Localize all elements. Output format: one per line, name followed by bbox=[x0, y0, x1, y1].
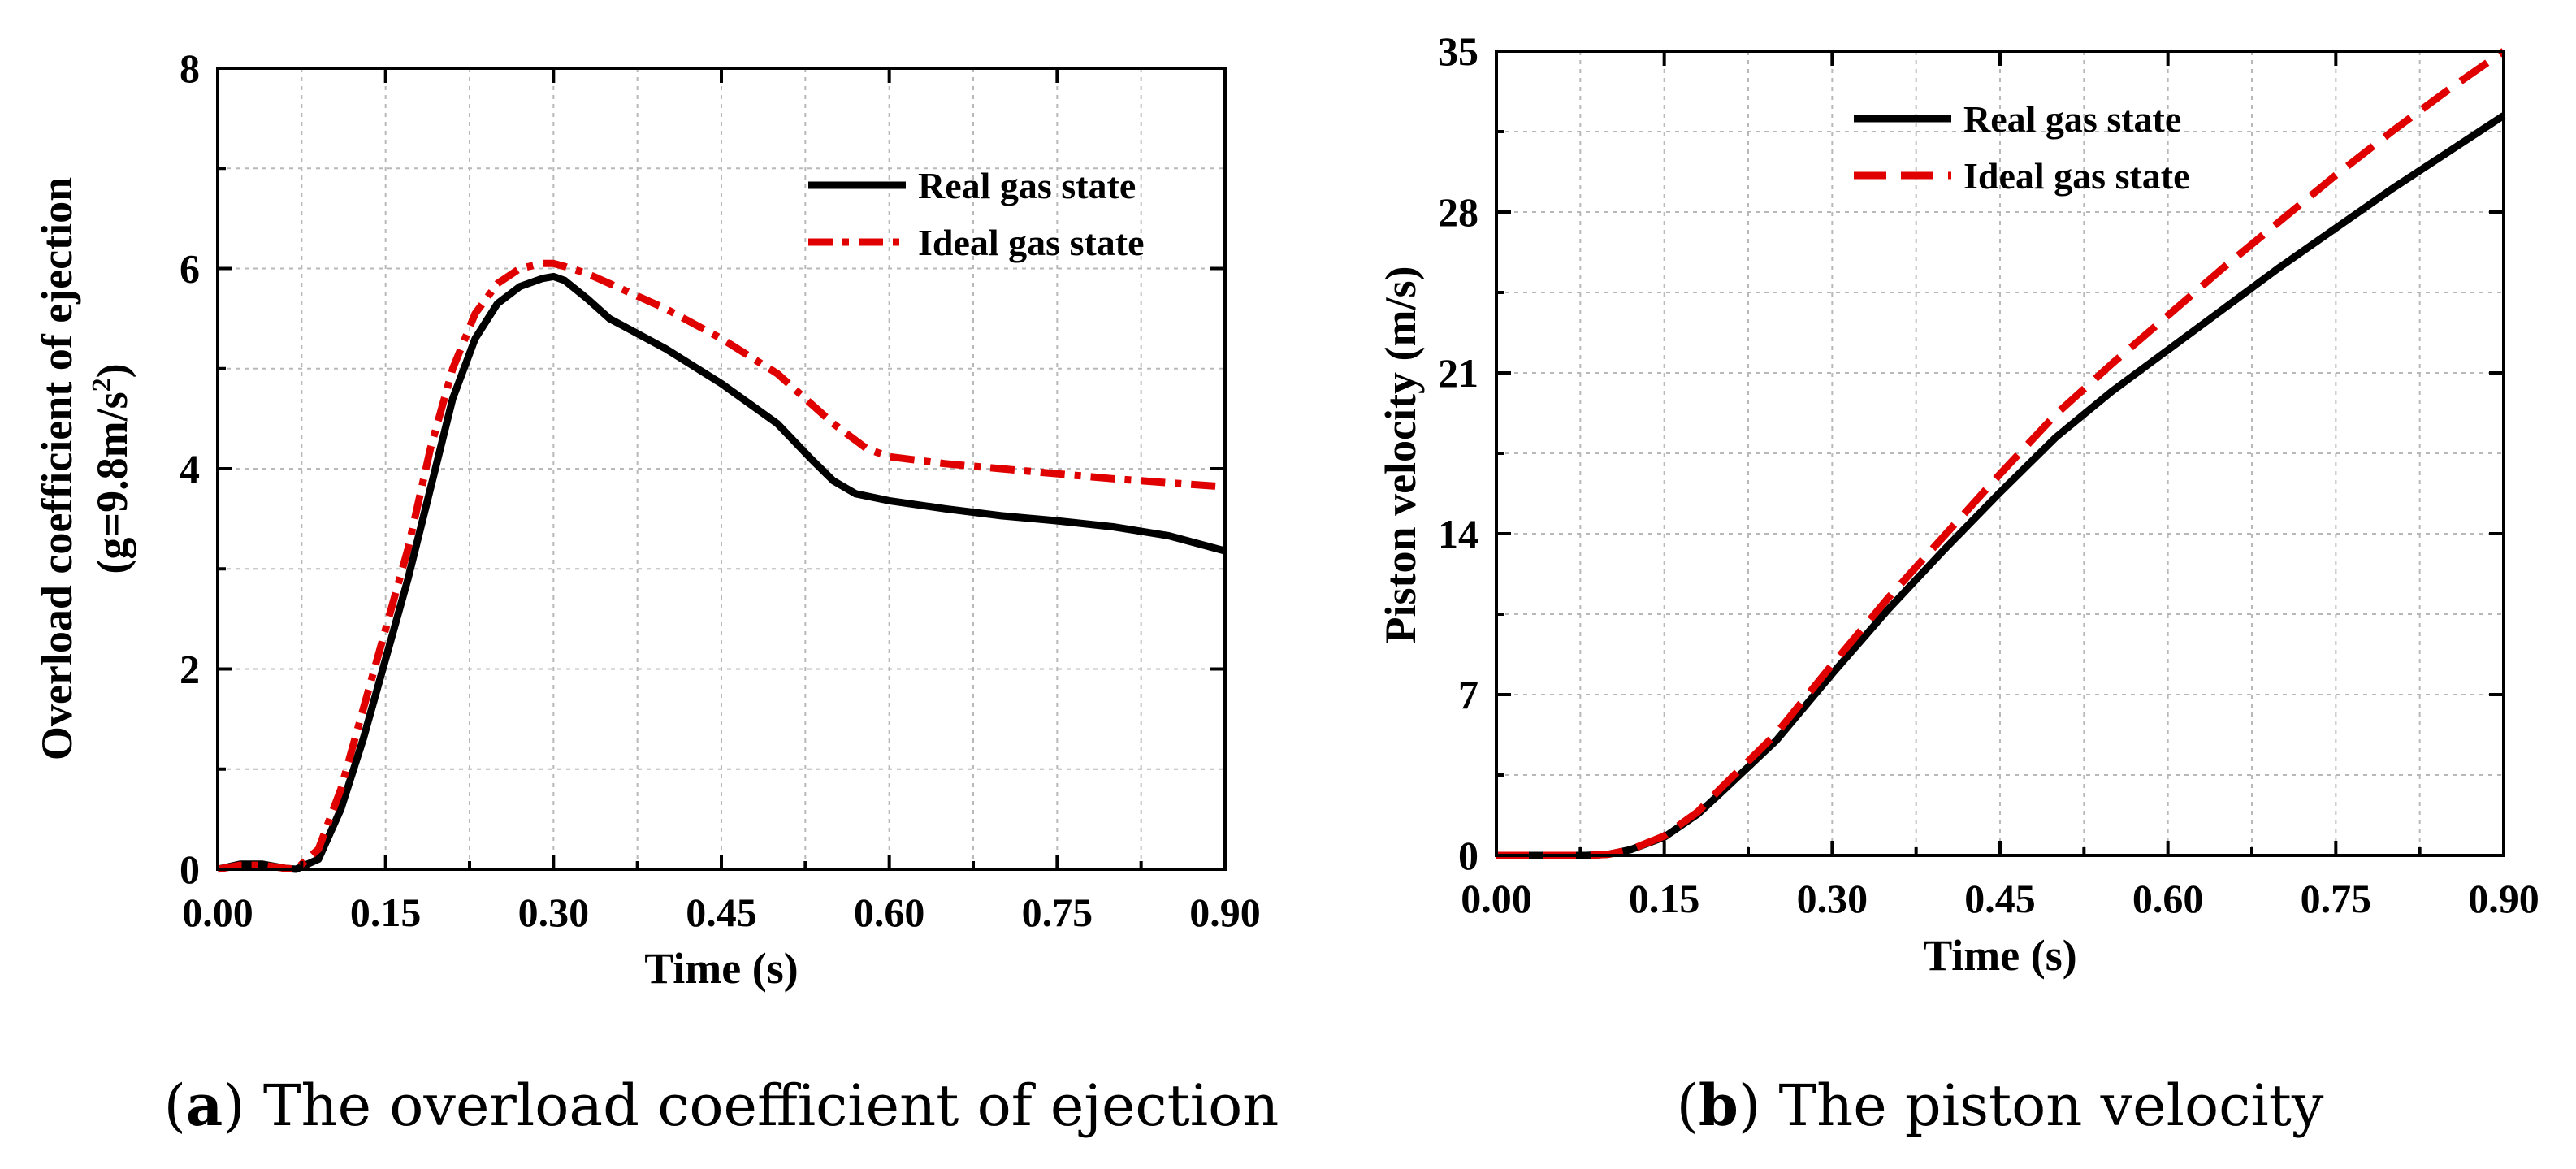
chart-a-y-tick-label: 0 bbox=[180, 846, 200, 892]
chart-b-series bbox=[1496, 48, 2506, 859]
chart-b-piston-velocity: 0.00 0.15 0.30 0.45 0.60 0.75 0.90 0714212835 … bbox=[1376, 28, 2539, 1139]
chart-b-series-ideal-gas-line bbox=[1496, 48, 2506, 859]
chart-a-x-tick-label: 0.75 bbox=[1022, 890, 1093, 935]
chart-a-y-axis-unit-prefix: (g=9.8m/s bbox=[88, 392, 136, 574]
chart-a-caption: (a) The overload coefficient of ejection bbox=[164, 1072, 1279, 1139]
chart-a-series-real-gas-line bbox=[217, 272, 1227, 873]
chart-a-x-tick-labels: 0.00 0.15 0.30 0.45 0.60 0.75 0.90 bbox=[182, 890, 1261, 935]
chart-a-y-tick-labels: 0 2 4 6 8 bbox=[180, 45, 200, 892]
chart-b-caption-text: The piston velocity bbox=[1778, 1072, 2323, 1139]
chart-b-y-tick-label: 7 bbox=[1458, 672, 1478, 717]
chart-a-legend-label-ideal: Ideal gas state bbox=[918, 222, 1145, 263]
chart-a-y-axis-unit-superscript: 2 bbox=[87, 378, 117, 392]
chart-a-legend: Real gas state Ideal gas state bbox=[808, 165, 1145, 263]
chart-a-x-tick-label: 0.45 bbox=[686, 890, 757, 935]
chart-a-y-tick-label: 4 bbox=[180, 446, 200, 491]
chart-b-y-tick-label: 14 bbox=[1438, 511, 1478, 556]
chart-b-caption-open-paren: ( bbox=[1677, 1072, 1699, 1139]
chart-a-series-ideal-gas-line bbox=[217, 259, 1226, 873]
chart-b-caption-close-paren: ) bbox=[1738, 1072, 1779, 1139]
chart-a-ticks bbox=[216, 67, 1227, 871]
chart-b-x-tick-label: 0.75 bbox=[2301, 876, 2372, 921]
chart-b-legend: Real gas state Ideal gas state bbox=[1854, 98, 2190, 197]
chart-b-legend-label-real: Real gas state bbox=[1963, 98, 2181, 140]
chart-a-y-axis-title-line2: (g=9.8m/s2) bbox=[87, 363, 136, 574]
chart-a-grid bbox=[218, 68, 1225, 869]
chart-b-x-tick-labels: 0.00 0.15 0.30 0.45 0.60 0.75 0.90 bbox=[1461, 876, 2539, 921]
chart-a-legend-label-real: Real gas state bbox=[918, 165, 1136, 206]
chart-b-x-axis-title: Time (s) bbox=[1923, 931, 2076, 980]
chart-a-y-tick-label: 2 bbox=[180, 647, 200, 692]
chart-b-y-axis-title: Piston velocity (m/s) bbox=[1376, 266, 1425, 644]
chart-b-x-tick-label: 0.45 bbox=[1964, 876, 2036, 921]
chart-a-y-tick-label: 6 bbox=[180, 246, 200, 292]
chart-a-x-tick-label: 0.30 bbox=[518, 890, 590, 935]
chart-a-x-tick-label: 0.00 bbox=[182, 890, 253, 935]
chart-b-x-tick-label: 0.90 bbox=[2468, 876, 2539, 921]
chart-a-x-tick-label: 0.15 bbox=[350, 890, 422, 935]
chart-b-caption: (b) The piston velocity bbox=[1677, 1072, 2324, 1139]
chart-a-y-axis-title-line1: Overload coefficient of ejection bbox=[32, 177, 81, 760]
chart-b-y-tick-label: 0 bbox=[1458, 833, 1478, 878]
chart-a-y-tick-label: 8 bbox=[180, 45, 200, 91]
chart-b-series-real-gas-line bbox=[1496, 112, 2506, 859]
chart-b-ticks bbox=[1495, 50, 2505, 857]
chart-b-y-tick-labels: 0 7 14 21 28 35 bbox=[1438, 28, 1478, 878]
chart-a-caption-text: The overload coefficient of ejection bbox=[263, 1072, 1279, 1139]
chart-b-x-tick-label: 0.00 bbox=[1461, 876, 1532, 921]
chart-b-y-tick-label: 35 bbox=[1438, 28, 1478, 74]
chart-b-y-tick-label: 21 bbox=[1438, 350, 1478, 396]
chart-a-series bbox=[217, 259, 1227, 873]
chart-a-y-axis-unit-suffix: ) bbox=[88, 363, 136, 378]
chart-a-x-tick-label: 0.90 bbox=[1189, 890, 1261, 935]
chart-a-caption-open-paren: ( bbox=[164, 1072, 186, 1139]
chart-b-x-tick-label: 0.15 bbox=[1629, 876, 1700, 921]
chart-a-x-axis-title: Time (s) bbox=[644, 944, 798, 993]
chart-b-x-tick-label: 0.60 bbox=[2132, 876, 2204, 921]
chart-b-legend-label-ideal: Ideal gas state bbox=[1963, 155, 2190, 197]
chart-b-grid bbox=[1496, 51, 2504, 855]
chart-a-caption-letter: a bbox=[186, 1072, 223, 1139]
chart-b-caption-letter: b bbox=[1699, 1072, 1738, 1139]
chart-b-x-tick-label: 0.30 bbox=[1797, 876, 1868, 921]
chart-a-overload: 0.00 0.15 0.30 0.45 0.60 0.75 0.90 0 2 4 6 8 Time … bbox=[32, 45, 1279, 1139]
chart-b-y-tick-label: 28 bbox=[1438, 189, 1478, 235]
chart-a-caption-close-paren: ) bbox=[223, 1072, 263, 1139]
chart-a-x-tick-label: 0.60 bbox=[854, 890, 925, 935]
